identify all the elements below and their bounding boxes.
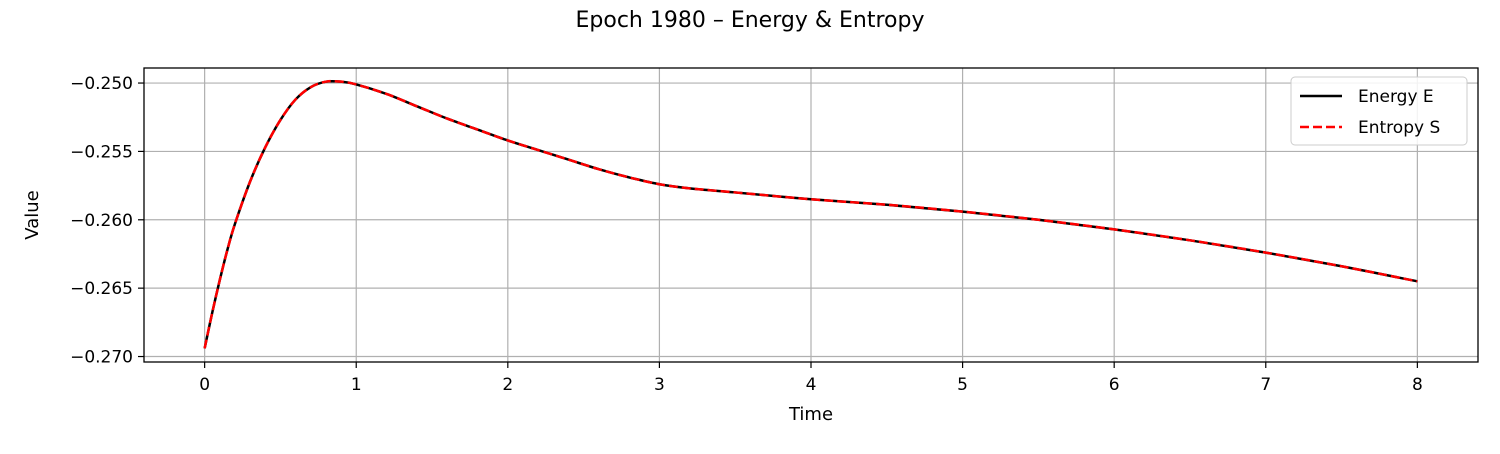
y-tick-label: −0.260 — [70, 211, 133, 231]
y-tick-label: −0.250 — [70, 74, 133, 94]
legend-label-entropy: Entropy S — [1358, 118, 1440, 138]
entropy-series-line — [203, 79, 1418, 349]
grid-lines — [144, 68, 1478, 362]
x-axis-label: Time — [788, 404, 833, 425]
x-tick-label: 2 — [502, 375, 513, 395]
x-axis: 0 1 2 3 4 5 6 7 8 — [199, 362, 1423, 395]
y-axis-label: Value — [22, 190, 43, 239]
x-tick-label: 1 — [351, 375, 362, 395]
x-tick-label: 4 — [806, 375, 817, 395]
legend-label-energy: Energy E — [1358, 87, 1434, 107]
x-tick-label: 6 — [1109, 375, 1120, 395]
chart-title: Epoch 1980 – Energy & Entropy — [576, 8, 925, 33]
x-tick-label: 0 — [199, 375, 210, 395]
y-axis: −0.250 −0.255 −0.260 −0.265 −0.270 — [70, 74, 144, 368]
x-tick-label: 7 — [1260, 375, 1271, 395]
x-tick-label: 3 — [654, 375, 665, 395]
series-layer — [203, 79, 1418, 349]
legend: Energy E Entropy S — [1290, 76, 1468, 146]
x-tick-label: 8 — [1412, 375, 1423, 395]
y-tick-label: −0.270 — [70, 348, 133, 368]
y-tick-label: −0.255 — [70, 142, 133, 162]
y-tick-label: −0.265 — [70, 279, 133, 299]
x-tick-label: 5 — [957, 375, 968, 395]
